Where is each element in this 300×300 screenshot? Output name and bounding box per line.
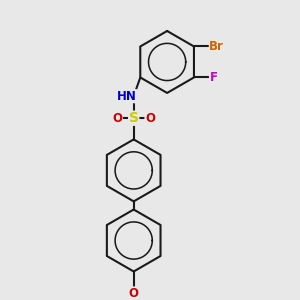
- Text: Br: Br: [209, 40, 224, 53]
- Text: O: O: [129, 287, 139, 300]
- Text: O: O: [145, 112, 155, 125]
- Text: F: F: [209, 71, 217, 84]
- Text: HN: HN: [117, 90, 137, 103]
- Text: S: S: [129, 111, 139, 125]
- Text: O: O: [112, 112, 122, 125]
